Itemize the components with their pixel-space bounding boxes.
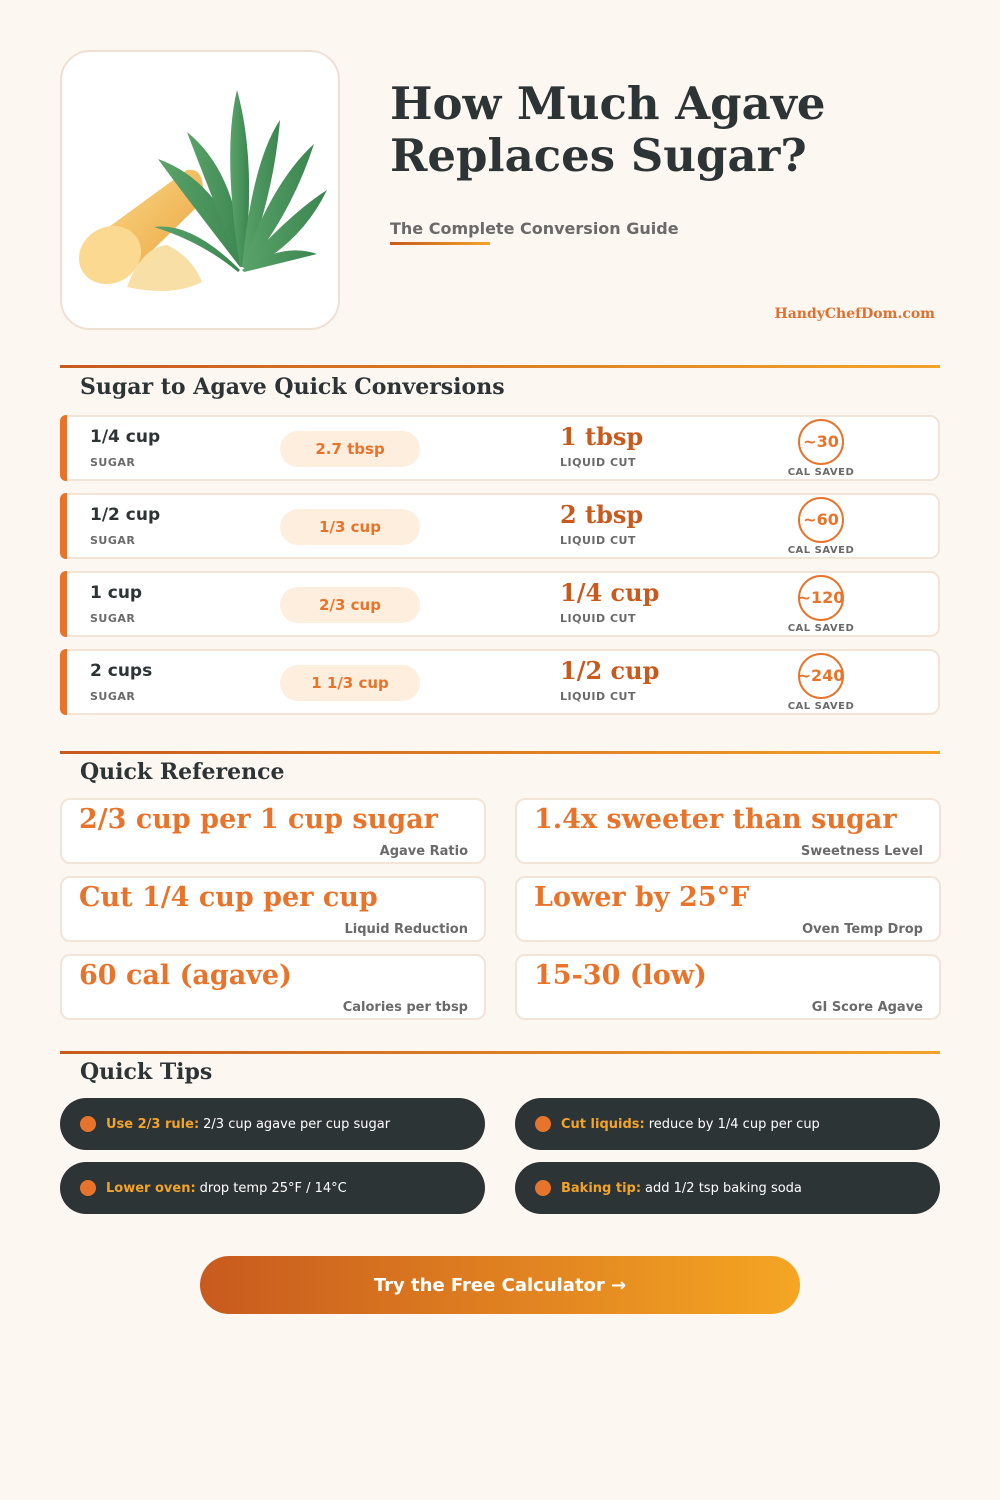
calories-saved-badge: ~120: [798, 575, 844, 621]
calories-saved-label: CAL SAVED: [787, 467, 855, 478]
reference-value: 1.4x sweeter than sugar: [534, 804, 897, 835]
title-line-1: How Much Agave: [390, 77, 826, 130]
conversion-row: 1 cup SUGAR 2/3 cup 1/4 cup LIQUID CUT ~…: [60, 571, 940, 637]
conversion-row: 1/4 cup SUGAR 2.7 tbsp 1 tbsp LIQUID CUT…: [60, 415, 940, 481]
brand-link[interactable]: HandyChefDom.com: [774, 306, 936, 322]
calories-saved-label: CAL SAVED: [787, 545, 855, 556]
reference-value: 15-30 (low): [534, 960, 707, 991]
sugar-label: SUGAR: [90, 690, 136, 703]
tip-text: drop temp 25°F / 14°C: [199, 1180, 347, 1196]
liquid-cut-label: LIQUID CUT: [560, 612, 636, 625]
reference-label: Calories per tbsp: [342, 1000, 468, 1015]
row-accent-bar: [60, 649, 67, 715]
tip-item: Lower oven: drop temp 25°F / 14°C: [60, 1162, 485, 1214]
tip-text: add 1/2 tsp baking soda: [645, 1180, 802, 1196]
bullet-dot-icon: [535, 1116, 551, 1132]
reference-value: 60 cal (agave): [79, 960, 292, 991]
hero-image: [60, 50, 340, 330]
reference-heading: Quick Reference: [80, 759, 285, 785]
liquid-cut-amount: 1 tbsp: [560, 422, 644, 451]
subtitle: The Complete Conversion Guide: [390, 219, 679, 238]
liquid-cut-amount: 1/2 cup: [560, 656, 660, 685]
row-accent-bar: [60, 493, 67, 559]
title-line-2: Replaces Sugar?: [390, 129, 807, 182]
subtitle-underline: [390, 242, 490, 245]
reference-label: Sweetness Level: [800, 844, 923, 859]
reference-card: Cut 1/4 cup per cup Liquid Reduction: [60, 876, 486, 942]
agave-amount-pill: 1/3 cup: [280, 509, 420, 545]
bullet-dot-icon: [535, 1180, 551, 1196]
calories-saved-label: CAL SAVED: [787, 701, 855, 712]
liquid-cut-label: LIQUID CUT: [560, 690, 636, 703]
section-divider: [60, 1051, 940, 1054]
sugar-label: SUGAR: [90, 612, 136, 625]
calculator-button[interactable]: Try the Free Calculator →: [200, 1256, 800, 1314]
tip-item: Use 2/3 rule: 2/3 cup agave per cup suga…: [60, 1098, 485, 1150]
bullet-dot-icon: [80, 1116, 96, 1132]
liquid-cut-label: LIQUID CUT: [560, 534, 636, 547]
reference-label: GI Score Agave: [811, 1000, 923, 1015]
sugar-amount: 1/4 cup: [90, 427, 161, 447]
section-divider: [60, 751, 940, 754]
tip-title: Cut liquids:: [561, 1116, 645, 1132]
calories-saved-badge: ~60: [798, 497, 844, 543]
reference-label: Liquid Reduction: [344, 922, 468, 937]
sugar-amount: 2 cups: [90, 661, 153, 681]
page-title: How Much Agave Replaces Sugar?: [390, 78, 826, 182]
sugar-label: SUGAR: [90, 456, 136, 469]
tip-title: Baking tip:: [561, 1180, 642, 1196]
liquid-cut-amount: 2 tbsp: [560, 500, 644, 529]
conversion-row: 2 cups SUGAR 1 1/3 cup 1/2 cup LIQUID CU…: [60, 649, 940, 715]
calories-saved-badge: ~240: [798, 653, 844, 699]
tip-item: Cut liquids: reduce by 1/4 cup per cup: [515, 1098, 940, 1150]
row-accent-bar: [60, 415, 67, 481]
calories-saved-badge: ~30: [798, 419, 844, 465]
reference-value: Cut 1/4 cup per cup: [79, 882, 378, 913]
sugar-amount: 1 cup: [90, 583, 143, 603]
conversion-row: 1/2 cup SUGAR 1/3 cup 2 tbsp LIQUID CUT …: [60, 493, 940, 559]
reference-card: 15-30 (low) GI Score Agave: [515, 954, 941, 1020]
sugar-label: SUGAR: [90, 534, 136, 547]
liquid-cut-amount: 1/4 cup: [560, 578, 660, 607]
tip-title: Use 2/3 rule:: [106, 1116, 200, 1132]
tip-text: reduce by 1/4 cup per cup: [648, 1116, 820, 1132]
agave-amount-pill: 2/3 cup: [280, 587, 420, 623]
reference-card: 60 cal (agave) Calories per tbsp: [60, 954, 486, 1020]
sugar-amount: 1/2 cup: [90, 505, 161, 525]
reference-value: 2/3 cup per 1 cup sugar: [79, 804, 438, 835]
tips-heading: Quick Tips: [80, 1059, 213, 1085]
tip-title: Lower oven:: [106, 1180, 196, 1196]
reference-label: Oven Temp Drop: [802, 922, 923, 937]
section-divider: [60, 365, 940, 368]
reference-value: Lower by 25°F: [534, 882, 750, 913]
row-accent-bar: [60, 571, 67, 637]
conversions-heading: Sugar to Agave Quick Conversions: [80, 374, 505, 400]
agave-amount-pill: 2.7 tbsp: [280, 431, 420, 467]
tip-item: Baking tip: add 1/2 tsp baking soda: [515, 1162, 940, 1214]
tip-text: 2/3 cup agave per cup sugar: [203, 1116, 391, 1132]
reference-card: Lower by 25°F Oven Temp Drop: [515, 876, 941, 942]
agave-amount-pill: 1 1/3 cup: [280, 665, 420, 701]
calories-saved-label: CAL SAVED: [787, 623, 855, 634]
agave-sugar-illustration: [78, 90, 327, 291]
reference-card: 1.4x sweeter than sugar Sweetness Level: [515, 798, 941, 864]
bullet-dot-icon: [80, 1180, 96, 1196]
liquid-cut-label: LIQUID CUT: [560, 456, 636, 469]
reference-label: Agave Ratio: [379, 844, 468, 859]
reference-card: 2/3 cup per 1 cup sugar Agave Ratio: [60, 798, 486, 864]
